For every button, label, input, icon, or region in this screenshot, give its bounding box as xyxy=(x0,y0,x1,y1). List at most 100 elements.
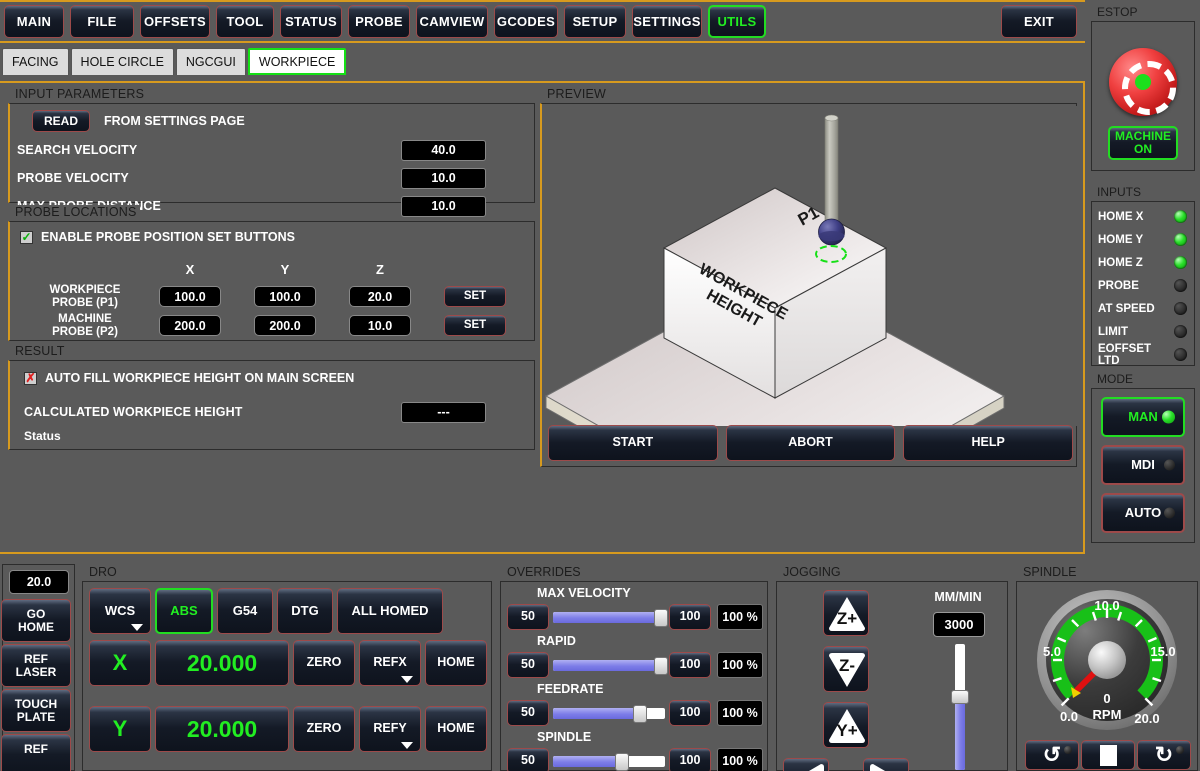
axis-y-name[interactable]: Y xyxy=(89,706,151,752)
jog-slider-fill xyxy=(955,696,965,770)
machine-on-button[interactable]: MACHINE ON xyxy=(1108,126,1178,160)
max-velocity-slider[interactable] xyxy=(553,604,668,630)
nav-tab-settings[interactable]: SETTINGS xyxy=(632,5,702,38)
nav-tab-utils[interactable]: UTILS xyxy=(708,5,766,38)
axis-y-home-button[interactable]: HOME xyxy=(425,706,487,752)
help-button[interactable]: HELP xyxy=(903,425,1074,461)
spindle-override-slider[interactable] xyxy=(553,748,665,771)
slider-fill xyxy=(553,755,623,767)
jog-button-z-minus[interactable]: Z- xyxy=(823,646,869,692)
spindle-stop-button[interactable] xyxy=(1081,740,1135,770)
nav-tab-main[interactable]: MAIN xyxy=(4,5,64,38)
enable-probe-set-checkbox[interactable]: ✓ xyxy=(20,230,33,244)
workpiece-probe-set-button[interactable]: SET xyxy=(444,286,506,307)
input-row-home-z: HOME Z xyxy=(1092,251,1194,274)
slider-knob[interactable] xyxy=(653,608,668,627)
axis-y-ref-button[interactable]: REFY xyxy=(359,706,421,752)
workpiece-probe-x-input[interactable]: 100.0 xyxy=(159,286,221,307)
max-velocity-min-button[interactable]: 50 xyxy=(507,604,549,630)
machine-probe-y-input[interactable]: 200.0 xyxy=(254,315,316,336)
workpiece-probe-y-input[interactable]: 100.0 xyxy=(254,286,316,307)
feedrate-slider[interactable] xyxy=(553,700,665,726)
nav-tab-gcodes[interactable]: GCODES xyxy=(494,5,558,38)
set-label: SET xyxy=(463,290,487,303)
touch-plate-line1: TOUCH xyxy=(14,696,58,711)
sub-tab-ngcgui[interactable]: NGCGUI xyxy=(175,48,246,75)
jog-button-z-plus[interactable]: Z+ xyxy=(823,590,869,636)
inputs-group: INPUTS HOME X HOME Y HOME Z PROBE AT SPE… xyxy=(1091,185,1195,367)
rapid-min-button[interactable]: 50 xyxy=(507,652,549,678)
workpiece-probe-z-input[interactable]: 20.0 xyxy=(349,286,411,307)
jog-rate-input[interactable]: 3000 xyxy=(933,612,985,637)
max-probe-distance-input[interactable]: 10.0 xyxy=(401,195,486,217)
nav-tab-status[interactable]: STATUS xyxy=(280,5,342,38)
mode-button-auto[interactable]: AUTO xyxy=(1101,493,1185,533)
sub-tab-workpiece[interactable]: WORKPIECE xyxy=(247,48,347,75)
slider-knob[interactable] xyxy=(653,656,668,675)
mode-button-man[interactable]: MAN xyxy=(1101,397,1185,437)
spindle-cw-button[interactable]: ↻ xyxy=(1137,740,1191,770)
jog-button-y-plus[interactable]: Y+ xyxy=(823,702,869,748)
axis-x-name[interactable]: X xyxy=(89,640,151,686)
machine-probe-set-button[interactable]: SET xyxy=(444,315,506,336)
jog-slider-knob[interactable] xyxy=(951,689,969,704)
start-button[interactable]: START xyxy=(548,425,718,461)
all-homed-label: ALL HOMED xyxy=(351,603,429,619)
nav-tab-tool[interactable]: TOOL xyxy=(216,5,274,38)
axis-y-zero-button[interactable]: ZERO xyxy=(293,706,355,752)
sub-tab-label: WORKPIECE xyxy=(258,54,336,69)
nav-tab-camview[interactable]: CAMVIEW xyxy=(416,5,488,38)
nav-tab-offsets[interactable]: OFFSETS xyxy=(140,5,210,38)
ref-line1: REF xyxy=(24,742,48,757)
axis-x-ref-button[interactable]: REFX xyxy=(359,640,421,686)
spindle-min-button[interactable]: 50 xyxy=(507,748,549,771)
axis-x-zero-button[interactable]: ZERO xyxy=(293,640,355,686)
touch-plate-button[interactable]: TOUCH PLATE xyxy=(1,689,71,732)
probe-velocity-input[interactable]: 10.0 xyxy=(401,167,486,189)
mode-button-mdi[interactable]: MDI xyxy=(1101,445,1185,485)
mode-label-auto: AUTO xyxy=(1124,505,1162,521)
feedrate-min-button[interactable]: 50 xyxy=(507,700,549,726)
axis-y-value[interactable]: 20.000 xyxy=(155,706,289,752)
machine-probe-z-input[interactable]: 10.0 xyxy=(349,315,411,336)
search-velocity-input[interactable]: 40.0 xyxy=(401,139,486,161)
gauge-tick-0: 0.0 xyxy=(1060,709,1078,724)
max-velocity-max-button[interactable]: 100 xyxy=(669,604,711,630)
dro-button-all-homed[interactable]: ALL HOMED xyxy=(337,588,443,634)
sub-tab-facing[interactable]: FACING xyxy=(2,48,69,75)
dro-button-dtg[interactable]: DTG xyxy=(277,588,333,634)
feedrate-max-button[interactable]: 100 xyxy=(669,700,711,726)
spindle-max-button[interactable]: 100 xyxy=(669,748,711,771)
dro-button-g54[interactable]: G54 xyxy=(217,588,273,634)
sub-tab-hole-circle[interactable]: HOLE CIRCLE xyxy=(70,48,174,75)
nav-tab-file[interactable]: FILE xyxy=(70,5,134,38)
input-label: EOFFSET LTD xyxy=(1098,342,1152,367)
axis-x-value[interactable]: 20.000 xyxy=(155,640,289,686)
axis-x-home-button[interactable]: HOME xyxy=(425,640,487,686)
dro-button-wcs[interactable]: WCS xyxy=(89,588,151,634)
go-home-button[interactable]: GO HOME xyxy=(1,599,71,642)
min-label: 50 xyxy=(521,657,535,672)
dtg-label: DTG xyxy=(291,603,319,619)
ref-button[interactable]: REF xyxy=(1,734,71,771)
ref-laser-button[interactable]: REF LASER xyxy=(1,644,71,687)
slider-knob[interactable] xyxy=(633,704,648,723)
spindle-ccw-button[interactable]: ↺ xyxy=(1025,740,1079,770)
dro-button-abs[interactable]: ABS xyxy=(155,588,213,634)
read-settings-button[interactable]: READ xyxy=(32,110,90,132)
rapid-max-button[interactable]: 100 xyxy=(669,652,711,678)
nav-tab-probe[interactable]: PROBE xyxy=(348,5,410,38)
exit-button[interactable]: EXIT xyxy=(1001,5,1077,38)
nav-tab-setup[interactable]: SETUP xyxy=(564,5,626,38)
slider-knob[interactable] xyxy=(615,752,630,771)
quick-value-input[interactable]: 20.0 xyxy=(9,570,69,594)
jog-rate-slider[interactable] xyxy=(951,644,969,770)
jog-button-x-minus[interactable] xyxy=(783,758,829,771)
machine-on-line1: MACHINE xyxy=(1115,129,1171,144)
estop-button-icon[interactable] xyxy=(1109,48,1177,116)
autofill-workpiece-height-checkbox[interactable]: ✗ xyxy=(24,371,37,385)
rapid-slider[interactable] xyxy=(553,652,668,678)
machine-probe-x-input[interactable]: 200.0 xyxy=(159,315,221,336)
jog-button-x-plus[interactable] xyxy=(863,758,909,771)
abort-button[interactable]: ABORT xyxy=(725,425,896,461)
